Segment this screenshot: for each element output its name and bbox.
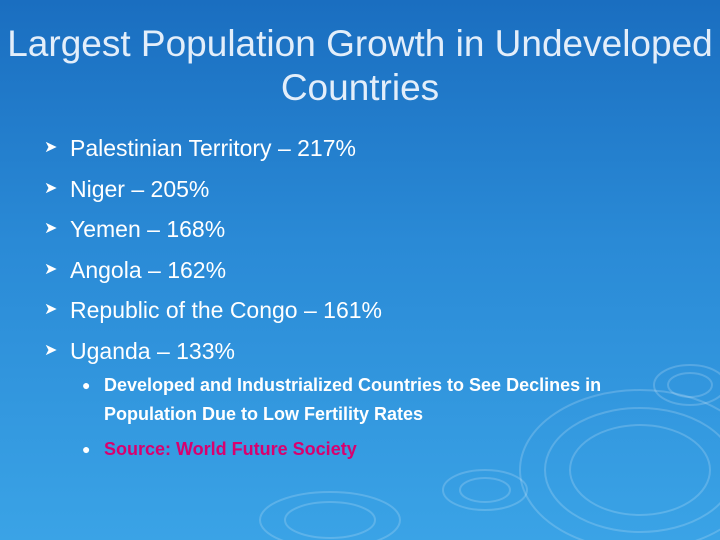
bullet-text: Niger – 205% [70,175,210,202]
slide-title: Largest Population Growth in Undeveloped… [7,23,713,108]
dot-bullet-icon: ● [82,441,91,457]
bullet-text: Palestinian Territory – 217% [70,135,356,161]
sub-bullet-text: Developed and Industrialized Countries t… [104,375,602,424]
sub-bullet-item: ● Developed and Industrialized Countries … [82,371,682,429]
arrow-bullet-icon: ➤ [44,139,58,156]
arrow-bullet-icon: ➤ [44,301,58,318]
dot-bullet-icon: ● [82,377,91,393]
arrow-bullet-icon: ➤ [44,260,58,278]
bullet-item: ➤ Niger – 205% [44,169,694,210]
source-text: Source: World Future Society [104,439,357,459]
bullet-text: Republic of the Congo – 161% [70,297,382,323]
bullet-item: ➤ Uganda – 133% [44,331,694,372]
sub-bullet-list: ● Developed and Industrialized Countries … [82,371,682,470]
bullet-item: ➤ Angola – 162% [44,250,694,291]
bullet-item: ➤ Yemen – 168% [44,209,694,250]
source-citation: ● Source: World Future Society [82,435,682,464]
bullet-list: ➤ Palestinian Territory – 217% ➤ Niger – 2… [44,128,694,371]
bullet-item: ➤ Republic of the Congo – 161% [44,290,694,331]
bullet-text: Yemen – 168% [70,216,226,242]
arrow-bullet-icon: ➤ [44,179,58,197]
arrow-bullet-icon: ➤ [44,341,58,359]
arrow-bullet-icon: ➤ [44,220,58,237]
bullet-item: ➤ Palestinian Territory – 217% [44,128,694,169]
bullet-text: Angola – 162% [70,256,227,283]
bullet-text: Uganda – 133% [70,337,235,364]
